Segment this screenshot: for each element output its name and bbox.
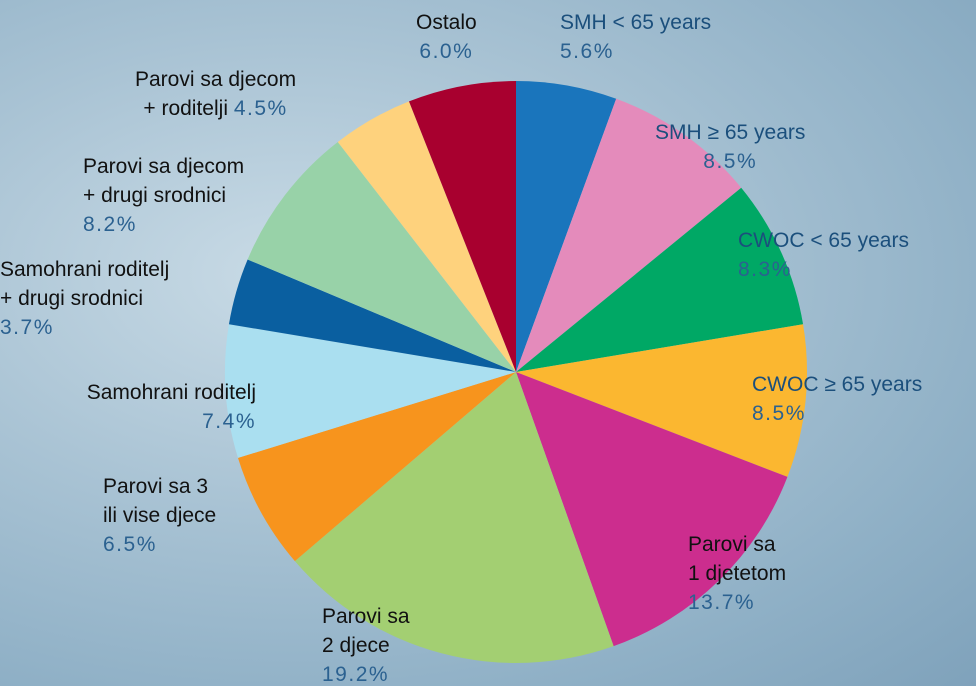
category-name: CWOC ≥ 65 years: [752, 373, 922, 396]
value-label: 8.3%: [738, 258, 792, 281]
value-label: 7.4%: [202, 410, 256, 433]
value-label: 6.0%: [419, 40, 473, 63]
category-name: CWOC < 65 years: [738, 229, 909, 252]
value-label: 19.2%: [322, 663, 389, 686]
chart: SMH < 65 years5.6%SMH ≥ 65 years8.5%CWOC…: [0, 0, 976, 686]
slice-label: CWOC ≥ 65 years 8.5%: [752, 370, 922, 428]
value-label: 13.7%: [688, 591, 755, 614]
category-name: Parovi sa 1 djetetom: [688, 533, 786, 585]
category-name: Parovi sa 2 djece: [322, 605, 410, 657]
category-name: Samohrani roditelj + drugi srodnici: [0, 258, 169, 310]
category-name: Samohrani roditelj: [87, 381, 256, 404]
value-label: 8.5%: [703, 150, 757, 173]
category-name: Parovi sa 3 ili vise djece: [103, 475, 216, 527]
slice-label: SMH ≥ 65 years 8.5%: [655, 118, 805, 176]
category-name: Parovi sa djecom + drugi srodnici: [83, 155, 244, 207]
value-label: 4.5%: [234, 97, 288, 120]
slice-label: Parovi sa 1 djetetom 13.7%: [688, 530, 786, 617]
slice-label: Samohrani roditelj + drugi srodnici 3.7%: [0, 255, 260, 342]
slice-label: Parovi sa 2 djece 19.2%: [322, 602, 410, 686]
category-name: Ostalo: [416, 11, 477, 34]
value-label: 3.7%: [0, 316, 54, 339]
slice-label: Ostalo 6.0%: [416, 8, 477, 66]
slice-label: SMH < 65 years 5.6%: [560, 8, 711, 66]
slice-label: CWOC < 65 years 8.3%: [738, 226, 909, 284]
slice-label: Parovi sa djecom + drugi srodnici 8.2%: [83, 152, 244, 239]
category-name: SMH ≥ 65 years: [655, 121, 805, 144]
value-label: 5.6%: [560, 40, 614, 63]
value-label: 8.2%: [83, 213, 137, 236]
value-label: 8.5%: [752, 402, 806, 425]
category-name: SMH < 65 years: [560, 11, 711, 34]
slice-label: Parovi sa 3 ili vise djece 6.5%: [103, 472, 216, 559]
slice-label: Parovi sa djecom + roditelji 4.5%: [135, 65, 296, 123]
slice-label: Samohrani roditelj 7.4%: [0, 378, 256, 436]
value-label: 6.5%: [103, 533, 157, 556]
